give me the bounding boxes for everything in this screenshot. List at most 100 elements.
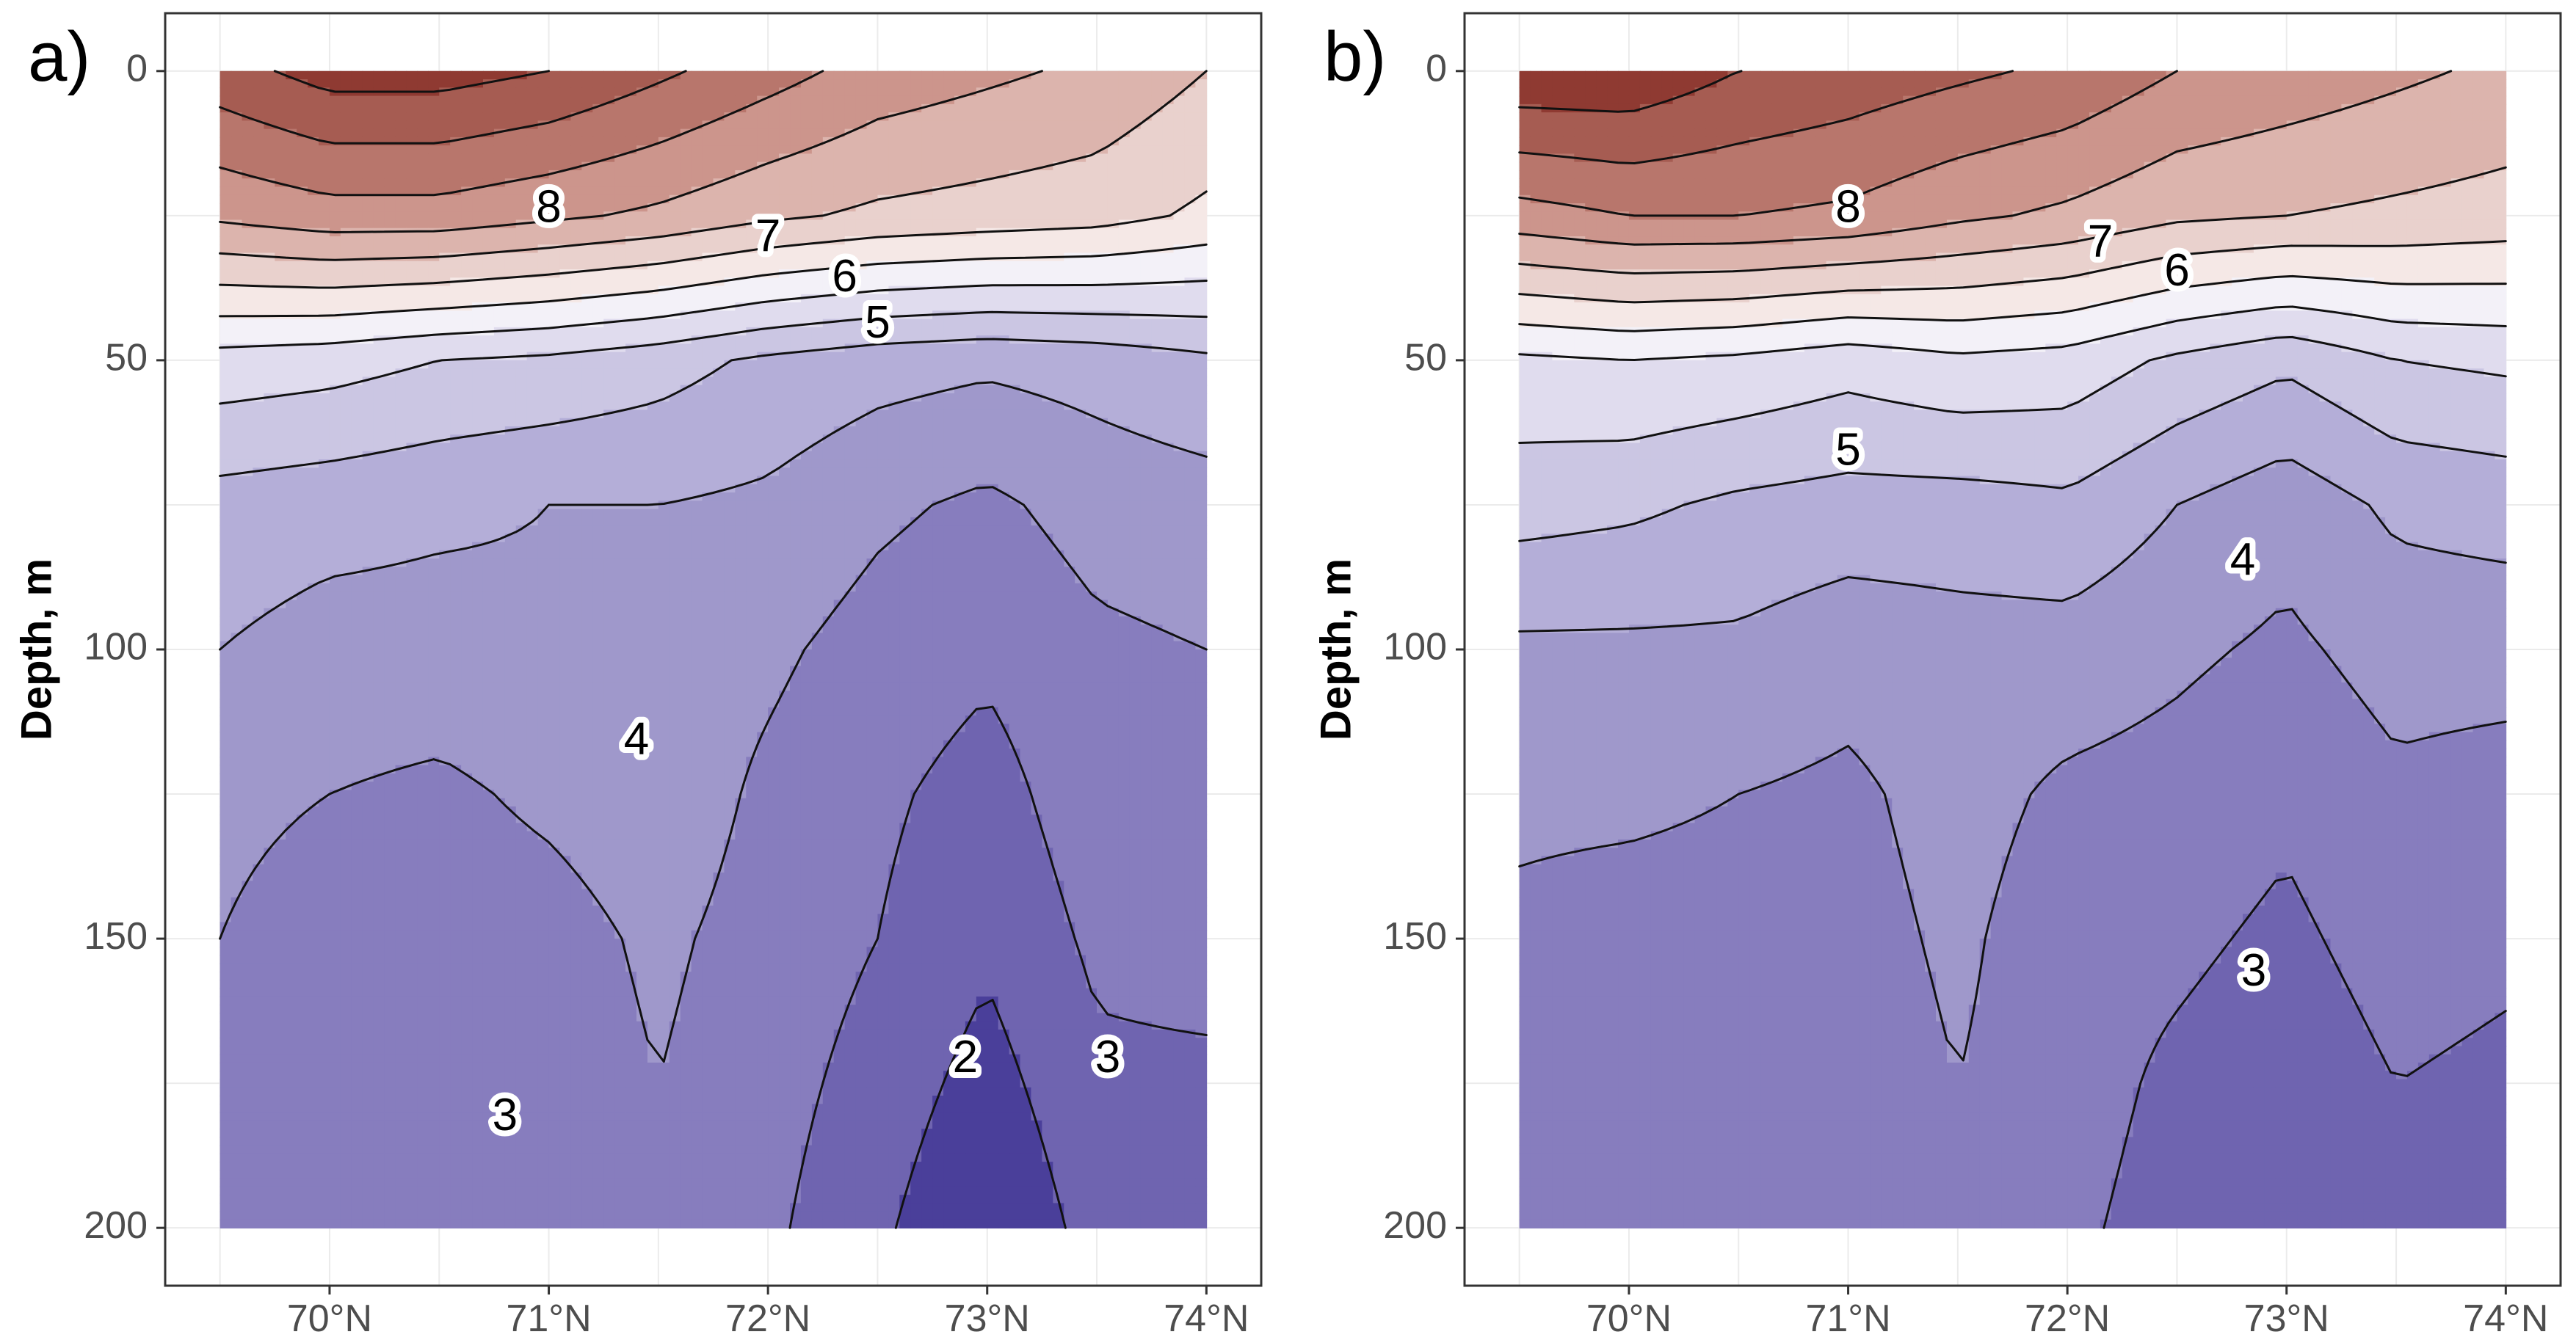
contour-cell [976, 443, 988, 452]
contour-cell [1031, 87, 1043, 97]
contour-cell [231, 459, 243, 469]
contour-cell [253, 128, 265, 138]
contour-cell [1009, 203, 1021, 213]
contour-cell [1042, 261, 1054, 270]
contour-cell [1053, 451, 1065, 460]
contour-cell [932, 70, 944, 80]
contour-cell [943, 467, 955, 477]
contour-cell [800, 401, 813, 411]
contour-cell [888, 87, 901, 97]
contour-cell [625, 244, 637, 254]
contour-cell [515, 236, 528, 246]
contour-cell [636, 476, 648, 485]
contour-cell [219, 136, 232, 146]
contour-cell [790, 244, 802, 254]
contour-cell [472, 401, 484, 411]
contour-cell [746, 120, 758, 130]
contour-cell [1140, 261, 1153, 270]
contour-cell [1009, 467, 1021, 477]
contour-cell [932, 360, 944, 369]
contour-cell [450, 467, 462, 477]
contour-cell [976, 434, 988, 444]
contour-cell [833, 95, 846, 105]
contour-cell [1075, 443, 1086, 452]
contour-cell [636, 418, 648, 427]
contour-cell [844, 302, 857, 312]
contour-cell [308, 203, 319, 213]
contour-cell [910, 368, 922, 378]
contour-cell [614, 418, 626, 427]
contour-cell [735, 145, 747, 155]
contour-cell [899, 426, 912, 436]
contour-cell [1151, 261, 1164, 270]
contour-cell [1042, 236, 1054, 246]
contour-cell [504, 294, 517, 303]
contour-cell [231, 443, 243, 452]
contour-cell [1195, 269, 1208, 279]
contour-cell [493, 476, 506, 485]
contour-cell [943, 70, 955, 80]
contour-cell [625, 227, 637, 237]
contour-cell [275, 517, 287, 526]
contour-cell [833, 161, 846, 171]
contour-cell [702, 294, 714, 303]
contour-cell [965, 261, 977, 270]
contour-cell [932, 194, 944, 204]
contour-cell [362, 120, 374, 130]
contour-cell [362, 500, 374, 510]
contour-cell [548, 252, 561, 262]
contour-cell [614, 161, 626, 171]
contour-cell [1151, 459, 1164, 469]
contour-cell [1118, 393, 1131, 403]
contour-cell [537, 194, 550, 204]
contour-cell [286, 492, 297, 502]
contour-cell [329, 409, 341, 419]
contour-cell [669, 161, 681, 171]
contour-cell [537, 451, 550, 460]
contour-cell [757, 343, 769, 353]
contour-cell [954, 401, 966, 411]
contour-cell [1042, 87, 1054, 97]
contour-cell [1195, 426, 1208, 436]
contour-cell [504, 170, 517, 179]
contour-cell [373, 509, 385, 518]
contour-cell [592, 219, 604, 229]
contour-cell [702, 426, 714, 436]
contour-cell [669, 211, 681, 221]
contour-cell [800, 136, 813, 146]
contour-cell [625, 186, 637, 196]
contour-cell [242, 79, 254, 89]
contour-cell [406, 376, 418, 386]
contour-cell [724, 269, 736, 279]
contour-cell [297, 70, 308, 80]
contour-cell [603, 368, 615, 378]
contour-cell [757, 409, 769, 419]
contour-cell [297, 178, 308, 188]
contour-cell [286, 509, 297, 518]
contour-cell [308, 318, 319, 328]
contour-cell [800, 409, 813, 419]
contour-cell [1075, 236, 1086, 246]
contour-cell [373, 79, 385, 89]
contour-cell [472, 170, 484, 179]
contour-cell [548, 484, 561, 493]
contour-cell [1151, 302, 1164, 312]
contour-cell [636, 95, 648, 105]
contour-cell [329, 203, 341, 213]
contour-cell [548, 186, 561, 196]
contour-cell [231, 376, 243, 386]
contour-cell [515, 467, 528, 477]
contour-cell [1053, 376, 1065, 386]
contour-cell [253, 335, 265, 345]
contour-cell [647, 476, 659, 485]
contour-cell [691, 153, 703, 163]
contour-cell [1009, 70, 1021, 80]
contour-cell [231, 352, 243, 361]
contour-cell [833, 393, 846, 403]
contour-cell [559, 95, 572, 105]
contour-cell [943, 500, 955, 510]
contour-cell [691, 244, 703, 254]
contour-cell [417, 525, 429, 535]
contour-cell [987, 186, 999, 196]
contour-cell [1184, 426, 1197, 436]
